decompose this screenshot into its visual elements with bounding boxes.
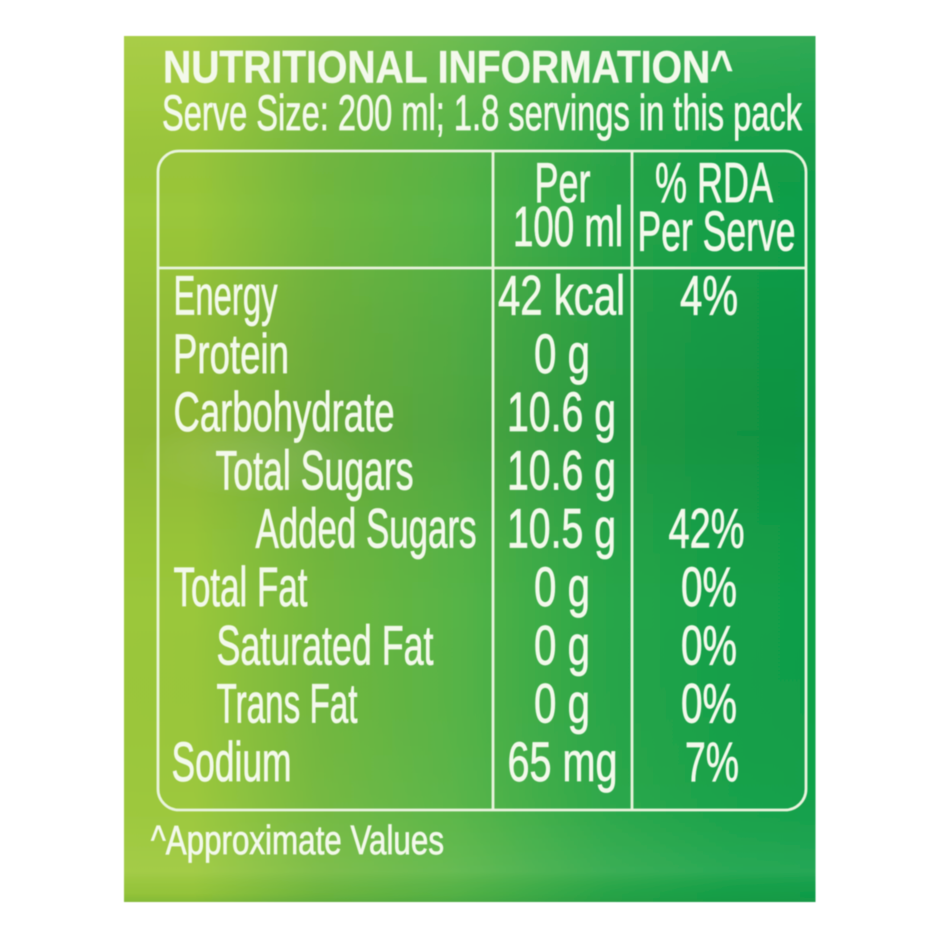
svg-text:0%: 0% bbox=[681, 555, 737, 618]
svg-text:0%: 0% bbox=[681, 613, 737, 676]
svg-text:10.6 g: 10.6 g bbox=[507, 438, 616, 501]
svg-text:Per: Per bbox=[535, 151, 591, 215]
svg-text:4%: 4% bbox=[680, 264, 738, 327]
svg-text:65 mg: 65 mg bbox=[508, 730, 618, 793]
svg-text:Sodium: Sodium bbox=[172, 730, 292, 793]
svg-text:0 g: 0 g bbox=[534, 555, 590, 618]
svg-text:0 g: 0 g bbox=[534, 322, 590, 385]
svg-text:Added Sugars: Added Sugars bbox=[256, 497, 477, 560]
svg-text:0 g: 0 g bbox=[534, 613, 590, 676]
svg-text:Serve Size: 200 ml; 1.8 servin: Serve Size: 200 ml; 1.8 servings in this… bbox=[162, 85, 803, 141]
svg-text:0%: 0% bbox=[681, 672, 737, 735]
svg-text:Total Sugars: Total Sugars bbox=[216, 438, 414, 501]
svg-text:Per Serve: Per Serve bbox=[638, 200, 796, 264]
svg-text:^Approximate Values: ^Approximate Values bbox=[151, 817, 444, 863]
svg-text:Protein: Protein bbox=[173, 322, 289, 385]
svg-text:0 g: 0 g bbox=[534, 672, 590, 735]
svg-text:10.5 g: 10.5 g bbox=[507, 497, 616, 560]
svg-text:% RDA: % RDA bbox=[655, 151, 773, 215]
svg-text:Energy: Energy bbox=[174, 264, 278, 327]
svg-text:NUTRITIONAL INFORMATION^: NUTRITIONAL INFORMATION^ bbox=[163, 42, 733, 93]
svg-text:42 kcal: 42 kcal bbox=[498, 264, 625, 327]
svg-text:10.6 g: 10.6 g bbox=[507, 380, 616, 443]
svg-text:Saturated Fat: Saturated Fat bbox=[217, 613, 434, 676]
svg-text:Carbohydrate: Carbohydrate bbox=[174, 380, 395, 443]
svg-text:Trans Fat: Trans Fat bbox=[217, 672, 358, 735]
svg-text:Total Fat: Total Fat bbox=[174, 555, 308, 618]
svg-text:100 ml: 100 ml bbox=[513, 195, 623, 259]
svg-text:42%: 42% bbox=[669, 497, 745, 560]
svg-text:7%: 7% bbox=[685, 730, 739, 793]
